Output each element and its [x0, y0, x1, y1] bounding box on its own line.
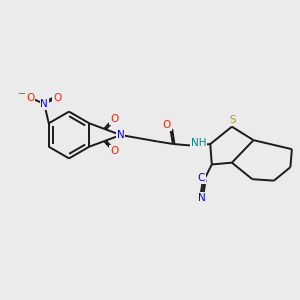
Text: O: O [26, 93, 34, 103]
Text: O: O [110, 146, 118, 156]
Text: NH: NH [190, 138, 206, 148]
Text: O: O [53, 93, 61, 103]
Text: −: − [18, 89, 26, 99]
Text: N: N [117, 130, 124, 140]
Text: C: C [198, 173, 205, 183]
Text: O: O [163, 121, 171, 130]
Text: S: S [229, 115, 236, 125]
Text: N: N [40, 99, 48, 109]
Text: N: N [198, 193, 206, 203]
Text: O: O [110, 114, 118, 124]
